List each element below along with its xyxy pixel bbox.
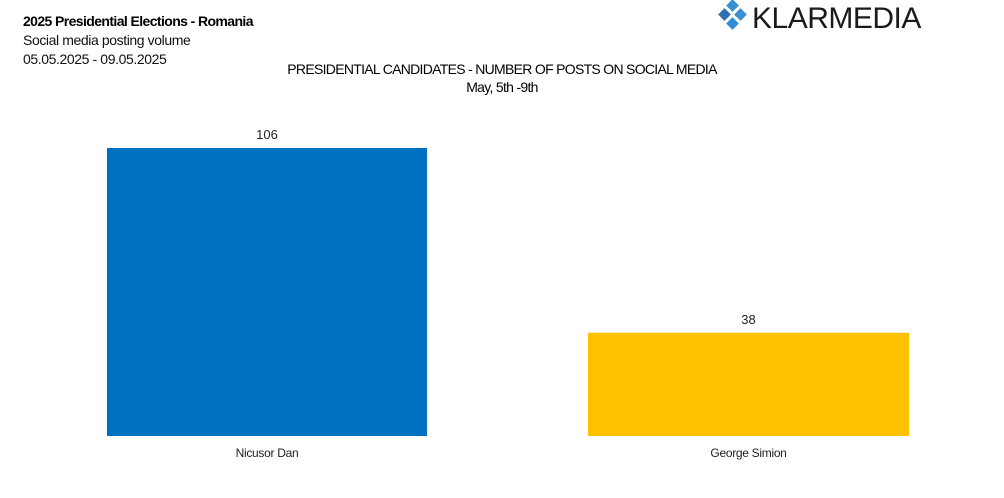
header-title: 2025 Presidential Elections - Romania [23,13,254,29]
header-date-range: 05.05.2025 - 09.05.2025 [23,51,167,67]
bar-0 [107,148,427,436]
bar-1 [588,332,909,436]
header-subtitle: Social media posting volume [23,32,191,48]
data-label-0: 106 [256,127,278,142]
chart-title: PRESIDENTIAL CANDIDATES - NUMBER OF POST… [287,61,717,77]
logo-wordmark: KLARMEDIA [752,2,921,35]
data-label-1: 38 [741,312,755,327]
category-label-1: George Simion [710,446,786,460]
chart-header: 2025 Presidential Elections - Romania So… [23,12,254,69]
category-label-0: Nicusor Dan [236,446,299,460]
diamond-logo-icon [718,0,747,30]
chart-subtitle: May, 5th -9th [466,79,538,95]
klarmedia-logo: KLARMEDIA [718,0,928,40]
